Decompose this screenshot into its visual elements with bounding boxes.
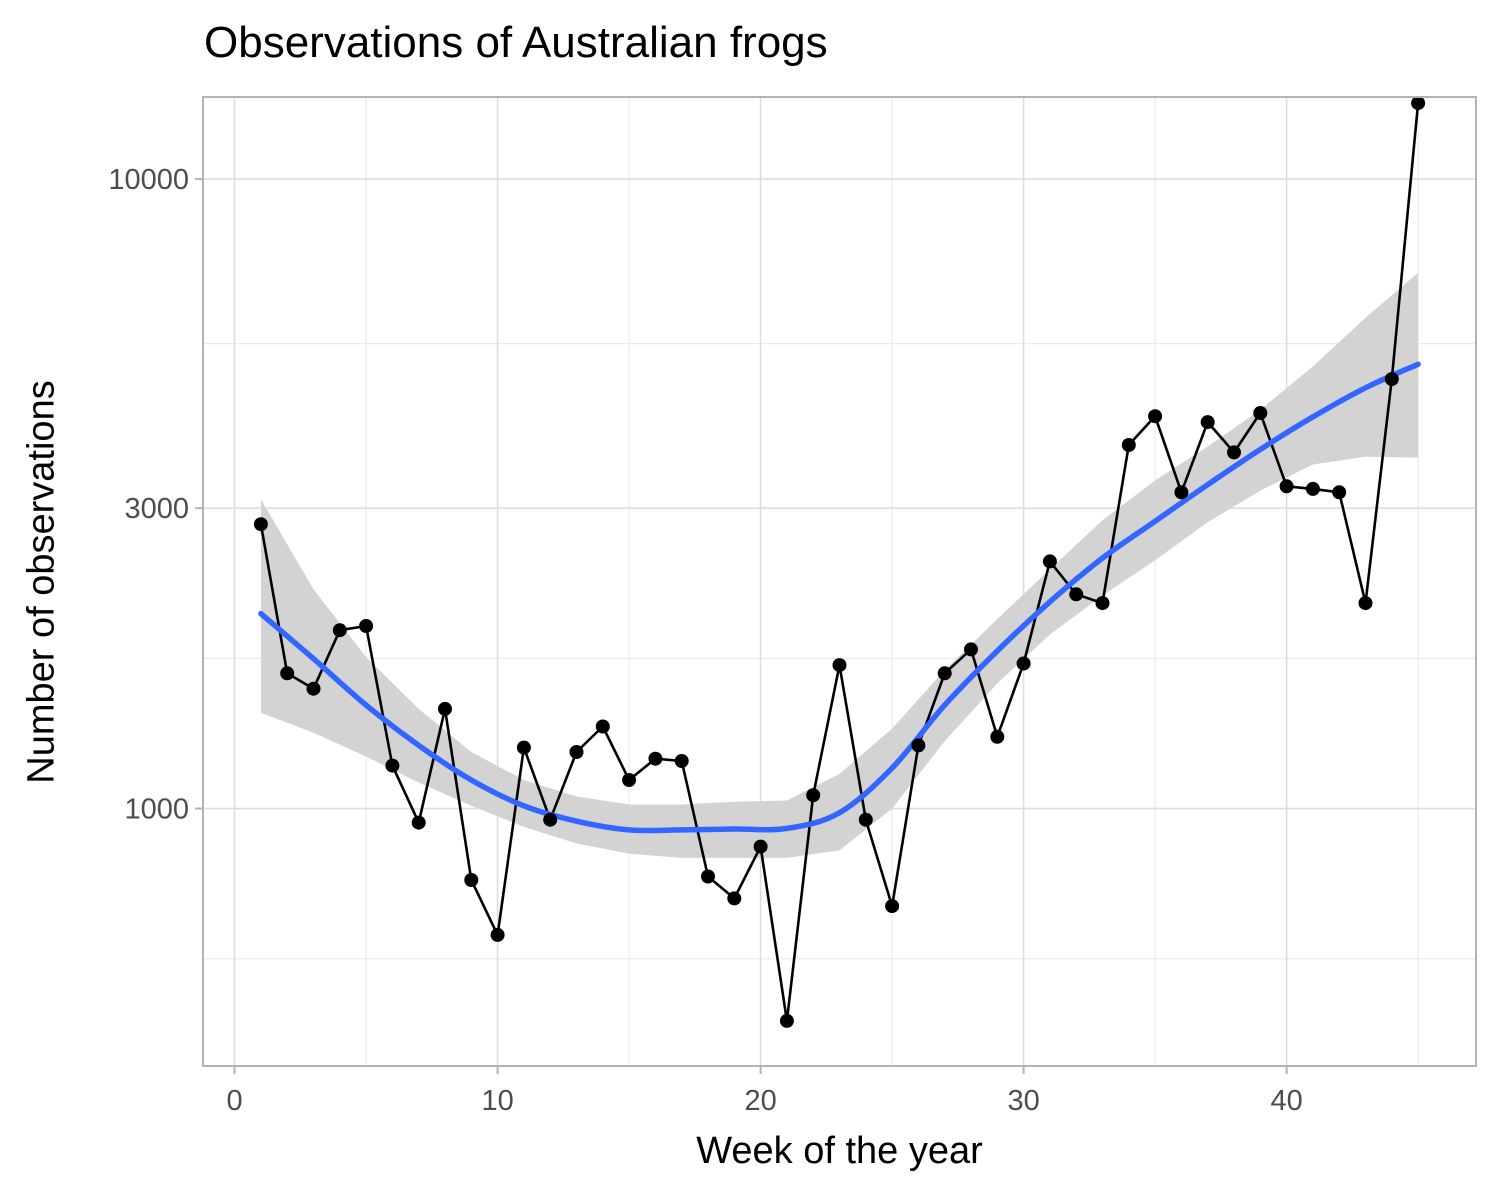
- observation-point: [385, 758, 400, 773]
- observation-point: [332, 623, 347, 638]
- observation-point: [701, 869, 715, 884]
- observation-point: [1200, 415, 1215, 430]
- observation-point: [306, 681, 321, 696]
- observation-point: [543, 812, 558, 827]
- observation-point: [1069, 587, 1084, 602]
- x-tick-label: 10: [481, 1085, 513, 1117]
- observation-point: [464, 873, 479, 887]
- observation-point: [569, 745, 584, 759]
- observation-point: [1358, 596, 1373, 611]
- smooth-trend-line: [258, 361, 1421, 834]
- observation-point: [622, 773, 637, 787]
- observation-point: [779, 1013, 794, 1028]
- y-tick-labels: 1000 3000 10000: [108, 164, 203, 826]
- observation-point: [1095, 596, 1110, 611]
- observation-point: [964, 642, 978, 657]
- observation-point: [1174, 485, 1189, 500]
- confidence-ribbon-layer: [260, 272, 1419, 858]
- observation-point: [1121, 438, 1136, 452]
- x-tick-label: 30: [1007, 1085, 1039, 1117]
- observation-point: [253, 517, 268, 532]
- observation-point: [753, 839, 768, 854]
- observation-point: [885, 899, 900, 914]
- x-axis-label: Week of the year: [696, 1130, 983, 1172]
- observation-point: [832, 658, 847, 673]
- confidence-ribbon: [260, 272, 1419, 858]
- observation-point: [1384, 372, 1399, 387]
- observation-point: [858, 812, 873, 827]
- observation-point: [648, 751, 663, 766]
- observation-point: [911, 738, 926, 753]
- observation-point: [280, 666, 295, 681]
- observation-point: [490, 927, 505, 942]
- grid-layer: [203, 97, 1476, 1066]
- observation-point: [1411, 96, 1426, 111]
- smooth-trend-layer: [258, 361, 1421, 834]
- observation-point: [674, 754, 689, 768]
- observation-point: [990, 729, 1005, 744]
- panel-border-layer: [202, 96, 1477, 1067]
- y-tick-label: 3000: [124, 493, 189, 525]
- observation-point: [1332, 485, 1347, 500]
- observation-point: [411, 815, 426, 830]
- chart-title: Observations of Australian frogs: [204, 18, 828, 67]
- observation-line-layer: [259, 102, 1420, 1023]
- observation-point: [595, 719, 610, 734]
- observation-point: [1016, 656, 1031, 671]
- observation-point: [806, 788, 821, 803]
- observation-point: [937, 666, 952, 681]
- observation-point: [1227, 445, 1241, 460]
- observation-point: [1253, 406, 1268, 420]
- y-axis-label: Number of observations: [20, 380, 63, 784]
- observation-point: [1305, 481, 1320, 496]
- observation-point: [1279, 479, 1294, 494]
- observation-line: [259, 102, 1420, 1023]
- observation-point: [438, 701, 452, 716]
- x-tick-labels: 0 10 20 30 40: [226, 1066, 1303, 1117]
- panel-border: [202, 96, 1477, 1067]
- x-tick-label: 0: [226, 1085, 242, 1117]
- x-tick-label: 20: [744, 1085, 776, 1117]
- observation-point: [359, 619, 374, 633]
- observation-point: [1042, 554, 1057, 569]
- y-tick-label: 10000: [108, 164, 189, 196]
- y-tick-label: 1000: [124, 794, 189, 826]
- observation-points-layer: [253, 96, 1426, 1028]
- observation-point: [1148, 409, 1163, 424]
- observation-point: [516, 740, 531, 755]
- observation-point: [727, 891, 742, 906]
- x-tick-label: 40: [1270, 1085, 1302, 1117]
